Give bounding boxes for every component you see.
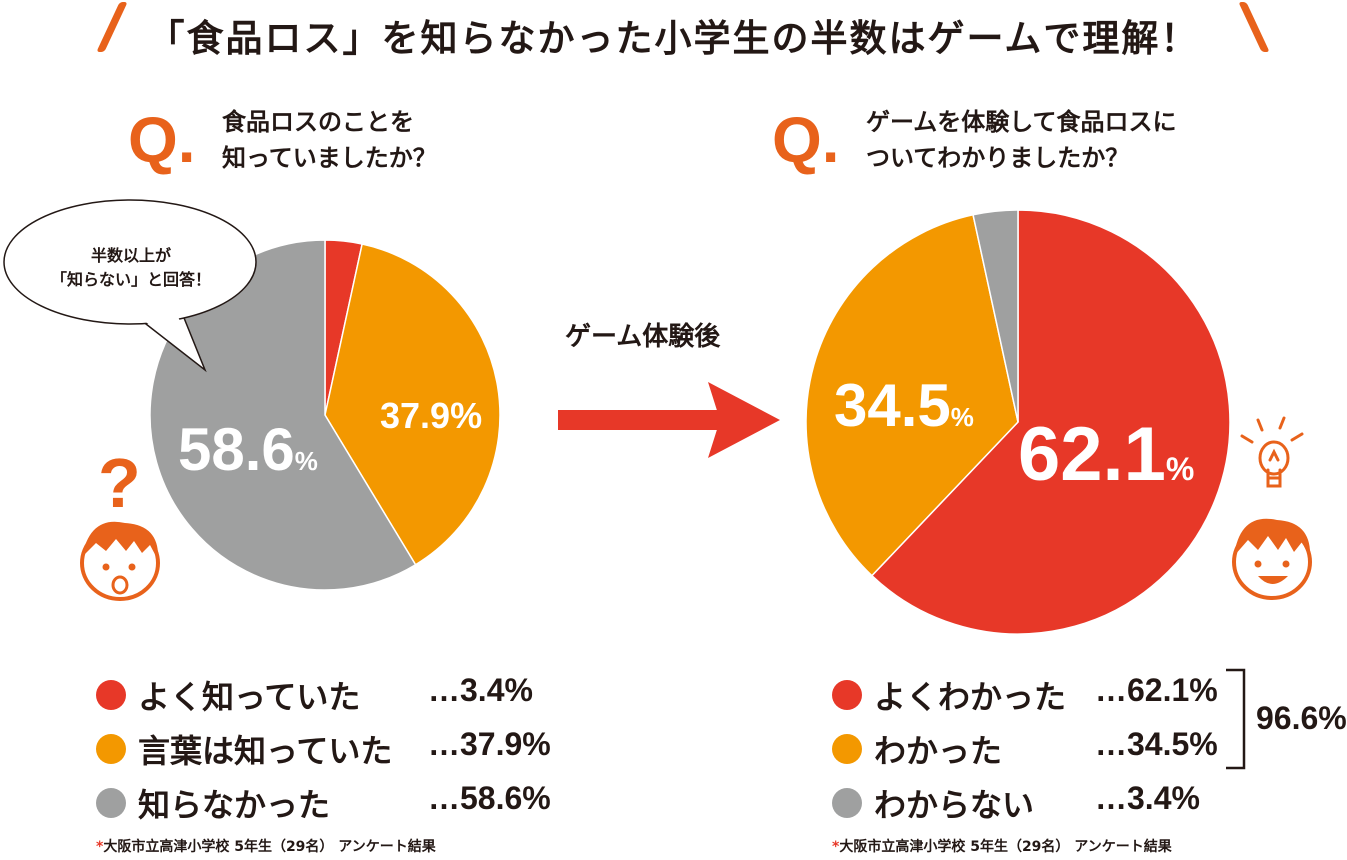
right-q-mark: Q. bbox=[772, 104, 840, 176]
confused-boy-icon: ? bbox=[80, 445, 160, 601]
pie-slice bbox=[324, 243, 500, 566]
arrow-label: ゲーム体験後 bbox=[565, 322, 721, 352]
right-legend-item-2: わかった bbox=[832, 726, 1002, 772]
legend-dot-orange bbox=[832, 734, 862, 764]
footnote-text: 大阪市立高津小学校 5年生（29名） アンケート結果 bbox=[839, 839, 1172, 855]
left-legend-item-1: よく知っていた bbox=[96, 672, 360, 718]
pie-data-label: 37.9% bbox=[380, 395, 482, 436]
pie-data-label: 62.1% bbox=[1018, 412, 1194, 497]
left-legend-item-2: 言葉は知っていた bbox=[96, 726, 392, 772]
legend-dot-red bbox=[832, 680, 862, 710]
pie-data-label: 34.5% bbox=[834, 372, 974, 439]
left-footnote: *大阪市立高津小学校 5年生（29名） アンケート結果 bbox=[96, 836, 436, 856]
legend-value: …58.6% bbox=[428, 780, 551, 816]
legend-label: よく知っていた bbox=[138, 678, 361, 716]
total-value: 96.6% bbox=[1256, 700, 1347, 736]
right-question-line1: ゲームを体験して食品ロスに bbox=[866, 108, 1177, 136]
footnote-asterisk: * bbox=[832, 839, 840, 855]
legend-value: …37.9% bbox=[428, 726, 551, 762]
headline: 「食品ロス」を知らなかった小学生の半数はゲームで理解！ bbox=[147, 17, 1200, 60]
svg-text:?: ? bbox=[98, 445, 141, 522]
bubble-line2: 「知らない」と回答！ bbox=[50, 270, 211, 289]
right-legend-item-3: わからない bbox=[832, 780, 1034, 826]
right-legend-item-1: よくわかった bbox=[832, 672, 1066, 718]
left-legend-item-3: 知らなかった bbox=[96, 780, 330, 826]
legend-value: …34.5% bbox=[1095, 726, 1218, 762]
legend-dot-gray bbox=[832, 788, 862, 818]
left-pie-chart: 37.9% 58.6% bbox=[150, 240, 500, 590]
legend-label: よくわかった bbox=[874, 678, 1067, 716]
legend-dot-orange bbox=[96, 734, 126, 764]
left-question: 食品ロスのことを 知っていましたか？ bbox=[222, 104, 437, 176]
left-q-mark: Q. bbox=[128, 104, 196, 176]
footnote-text: 大阪市立高津小学校 5年生（29名） アンケート結果 bbox=[103, 839, 436, 855]
pie-slice bbox=[870, 210, 1230, 634]
legend-dot-gray bbox=[96, 788, 126, 818]
left-question-line1: 食品ロスのことを bbox=[222, 108, 414, 136]
arrow-right-icon bbox=[558, 382, 780, 458]
legend-label: わからない bbox=[874, 786, 1035, 824]
legend-label: 言葉は知っていた bbox=[138, 732, 393, 770]
lightbulb-boy-icon bbox=[1232, 416, 1312, 600]
legend-label: 知らなかった bbox=[138, 786, 331, 824]
legend-value: …62.1% bbox=[1095, 672, 1218, 708]
speech-bubble bbox=[3, 199, 257, 373]
bubble-text: 半数以上が 「知らない」と回答！ bbox=[6, 244, 256, 292]
right-pie-chart: 62.1% 34.5% bbox=[806, 210, 1230, 634]
left-question-line2: 知っていましたか？ bbox=[222, 144, 437, 172]
legend-label: わかった bbox=[874, 732, 1003, 770]
footnote-asterisk: * bbox=[96, 839, 104, 855]
pie-data-label: 58.6% bbox=[178, 416, 318, 483]
legend-dot-red bbox=[96, 680, 126, 710]
right-question-line2: ついてわかりましたか？ bbox=[866, 144, 1130, 172]
right-footnote: *大阪市立高津小学校 5年生（29名） アンケート結果 bbox=[832, 836, 1172, 856]
pie-slice bbox=[972, 210, 1019, 423]
legend-value: …3.4% bbox=[428, 672, 533, 708]
legend-value: …3.4% bbox=[1095, 780, 1200, 816]
total-bracket bbox=[1226, 668, 1246, 770]
right-question: ゲームを体験して食品ロスに ついてわかりましたか？ bbox=[866, 104, 1177, 176]
bubble-line1: 半数以上が bbox=[90, 246, 171, 265]
pie-slice bbox=[806, 213, 1019, 577]
